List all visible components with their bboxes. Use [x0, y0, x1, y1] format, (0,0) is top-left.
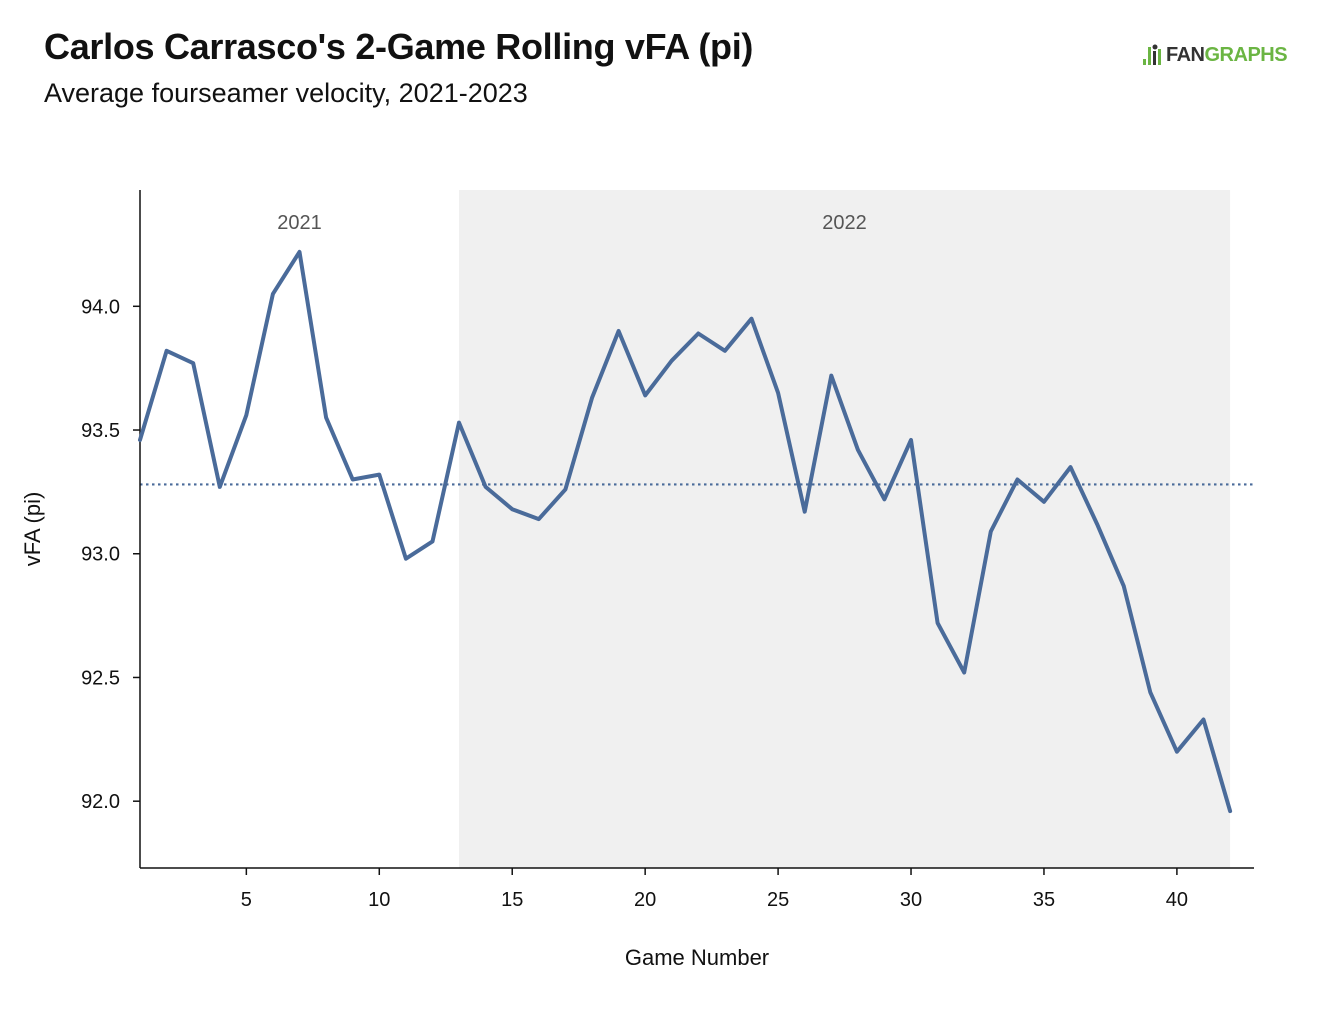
x-tick-label: 15: [501, 889, 523, 911]
y-tick-label: 92.5: [81, 667, 120, 689]
data-point: [1069, 465, 1073, 469]
data-point: [643, 393, 647, 397]
y-tick-label: 93.5: [81, 420, 120, 442]
data-point: [696, 332, 700, 336]
data-point: [989, 529, 993, 533]
data-point: [271, 292, 275, 296]
brand-text-fan: FAN: [1166, 43, 1205, 66]
data-point: [1095, 522, 1099, 526]
x-tick-label: 30: [900, 889, 922, 911]
data-point: [537, 517, 541, 521]
data-point: [165, 349, 169, 353]
data-point: [138, 438, 142, 442]
data-point: [590, 396, 594, 400]
data-point: [1042, 500, 1046, 504]
chart-title: Carlos Carrasco's 2-Game Rolling vFA (pi…: [44, 26, 754, 67]
season-label-2022: 2022: [822, 212, 867, 234]
data-point: [191, 361, 195, 365]
y-tick-label: 93.0: [81, 544, 120, 566]
data-point: [909, 438, 913, 442]
data-point: [723, 349, 727, 353]
data-point: [1201, 718, 1205, 722]
data-point: [829, 374, 833, 378]
data-point: [1175, 750, 1179, 754]
fangraphs-logo-icon: [1143, 44, 1161, 65]
data-point: [1228, 809, 1232, 813]
season-label-2021: 2021: [277, 212, 322, 234]
y-tick-label: 94.0: [81, 296, 120, 318]
fangraphs-logo: FAN GRAPHS: [1140, 42, 1288, 68]
data-point: [510, 507, 514, 511]
data-point: [882, 497, 886, 501]
x-tick-label: 40: [1166, 889, 1188, 911]
season-band-2022: [459, 190, 1231, 868]
data-point: [803, 510, 807, 514]
data-point: [404, 557, 408, 561]
data-point: [750, 317, 754, 321]
data-point: [298, 250, 302, 254]
data-point: [324, 416, 328, 420]
y-tick-label: 92.0: [81, 791, 120, 813]
data-point: [377, 473, 381, 477]
data-point: [936, 621, 940, 625]
data-point: [1122, 584, 1126, 588]
data-point: [1015, 478, 1019, 482]
brand-text-graphs: GRAPHS: [1204, 43, 1288, 66]
data-point: [617, 329, 621, 333]
data-point: [484, 485, 488, 489]
data-point: [351, 478, 355, 482]
x-axis-label: Game Number: [625, 945, 769, 970]
data-point: [563, 487, 567, 491]
x-tick-label: 5: [241, 889, 252, 911]
x-tick-label: 10: [368, 889, 390, 911]
data-point: [670, 359, 674, 363]
x-tick-label: 25: [767, 889, 789, 911]
data-point: [218, 485, 222, 489]
data-point: [430, 539, 434, 543]
y-axis-label: vFA (pi): [20, 492, 45, 567]
x-tick-label: 35: [1033, 889, 1055, 911]
data-point: [1148, 690, 1152, 694]
series-line-0: [138, 249, 1233, 814]
data-point: [962, 671, 966, 675]
data-point: [776, 391, 780, 395]
data-point: [856, 448, 860, 452]
data-point: [244, 413, 248, 417]
data-point: [457, 421, 461, 425]
x-tick-label: 20: [634, 889, 656, 911]
chart-subtitle: Average fourseamer velocity, 2021-2023: [44, 78, 528, 108]
